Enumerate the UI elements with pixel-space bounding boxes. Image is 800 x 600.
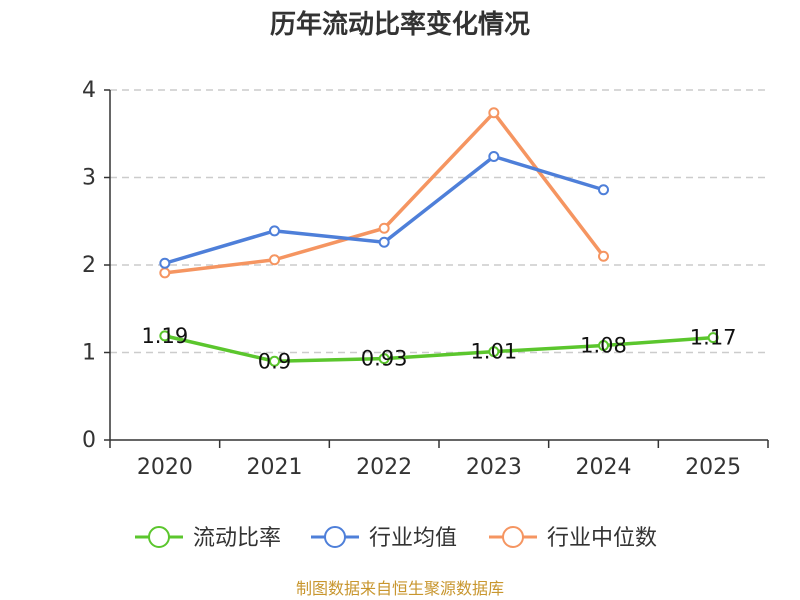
x-tick-label-2025: 2025 xyxy=(685,455,741,480)
axes: 0 1 2 3 4 2020 2021 2022 2023 2024 2025 xyxy=(82,78,769,480)
series-point-0-2021 xyxy=(269,355,280,367)
series-point-0-2024 xyxy=(598,340,609,351)
series-point-0-2020 xyxy=(159,330,171,342)
series-point-1-2022 xyxy=(378,236,390,248)
y-tick-label: 3 xyxy=(82,166,96,191)
x-tick-label-2023: 2023 xyxy=(466,455,522,480)
legend-marker-1 xyxy=(324,526,346,548)
series-point-1-2021 xyxy=(269,225,280,237)
source-note: 制图数据来自恒生聚源数据库 xyxy=(296,579,504,598)
series-layer xyxy=(159,107,719,367)
data-label-2022: 0.93 xyxy=(361,347,408,371)
series-point-2-2024 xyxy=(598,250,609,262)
legend-marker-2 xyxy=(502,526,524,548)
x-tick-label-2020: 2020 xyxy=(137,455,193,480)
y-tick-label: 0 xyxy=(82,428,96,453)
legend-label-2: 行业中位数 xyxy=(547,526,657,551)
data-label-2023: 1.01 xyxy=(470,340,517,364)
legend-marker-0 xyxy=(148,526,170,548)
x-tick-label-2024: 2024 xyxy=(576,455,632,480)
x-tick-label-2022: 2022 xyxy=(356,455,412,480)
series-point-1-2023 xyxy=(488,151,500,162)
series-point-2-2023 xyxy=(488,107,500,119)
x-tick-label-2021: 2021 xyxy=(247,455,303,480)
data-label-2024: 1.08 xyxy=(580,334,627,358)
y-tick-label: 2 xyxy=(82,253,96,278)
series-point-2-2021 xyxy=(269,254,280,266)
chart-title: 历年流动比率变化情况 xyxy=(270,9,530,40)
data-label-2021: 0.9 xyxy=(258,349,291,373)
data-label-2020: 1.19 xyxy=(141,324,188,348)
series-point-0-2023 xyxy=(488,346,500,358)
series-point-1-2020 xyxy=(159,257,171,269)
series-line-2 xyxy=(164,111,605,275)
series-point-2-2020 xyxy=(159,267,171,279)
y-tick-label: 1 xyxy=(82,341,96,366)
grid-lines xyxy=(110,89,768,354)
legend: 流动比率 行业均值 行业中位数 xyxy=(135,526,657,551)
legend-label-0: 流动比率 xyxy=(193,526,281,551)
data-labels: 1.19 0.9 0.93 1.01 1.08 1.17 xyxy=(141,324,736,373)
series-point-0-2022 xyxy=(378,353,390,365)
y-tick-label: 4 xyxy=(82,78,96,103)
series-point-2-2022 xyxy=(378,222,390,234)
legend-label-1: 行业均值 xyxy=(369,526,457,551)
series-point-1-2024 xyxy=(598,184,609,196)
series-line-0 xyxy=(164,334,714,363)
data-label-2025: 1.17 xyxy=(690,326,737,350)
series-point-0-2025 xyxy=(707,332,719,344)
